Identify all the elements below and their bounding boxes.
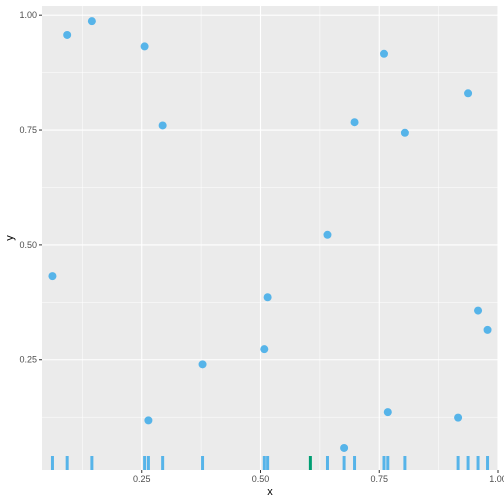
panel-background bbox=[42, 6, 498, 470]
data-point bbox=[474, 307, 482, 315]
x-tick-label: 1.00 bbox=[489, 474, 504, 484]
data-point bbox=[88, 17, 96, 25]
y-tick-label: 1.00 bbox=[19, 10, 37, 20]
x-tick-label: 0.50 bbox=[252, 474, 270, 484]
data-point bbox=[380, 50, 388, 58]
y-tick-label: 0.50 bbox=[19, 240, 37, 250]
data-point bbox=[351, 118, 359, 126]
data-point bbox=[401, 129, 409, 137]
x-axis-title: x bbox=[267, 486, 273, 498]
data-point bbox=[264, 293, 272, 301]
data-point bbox=[141, 42, 149, 50]
data-point bbox=[384, 408, 392, 416]
data-point bbox=[323, 231, 331, 239]
data-point bbox=[144, 416, 152, 424]
x-tick-label: 0.25 bbox=[133, 474, 151, 484]
x-tick-label: 0.75 bbox=[370, 474, 388, 484]
y-axis: 0.25 0.50 0.75 1.00 bbox=[19, 10, 42, 365]
y-tick-label: 0.75 bbox=[19, 125, 37, 135]
data-point bbox=[484, 326, 492, 334]
y-tick-label: 0.25 bbox=[19, 355, 37, 365]
data-point bbox=[454, 414, 462, 422]
data-point bbox=[48, 272, 56, 280]
data-point bbox=[159, 121, 167, 129]
y-axis-title: y bbox=[4, 235, 16, 241]
data-point bbox=[63, 31, 71, 39]
data-point bbox=[340, 444, 348, 452]
data-point bbox=[199, 360, 207, 368]
data-point bbox=[260, 345, 268, 353]
data-point bbox=[464, 89, 472, 97]
x-axis: 0.25 0.50 0.75 1.00 bbox=[133, 470, 504, 484]
